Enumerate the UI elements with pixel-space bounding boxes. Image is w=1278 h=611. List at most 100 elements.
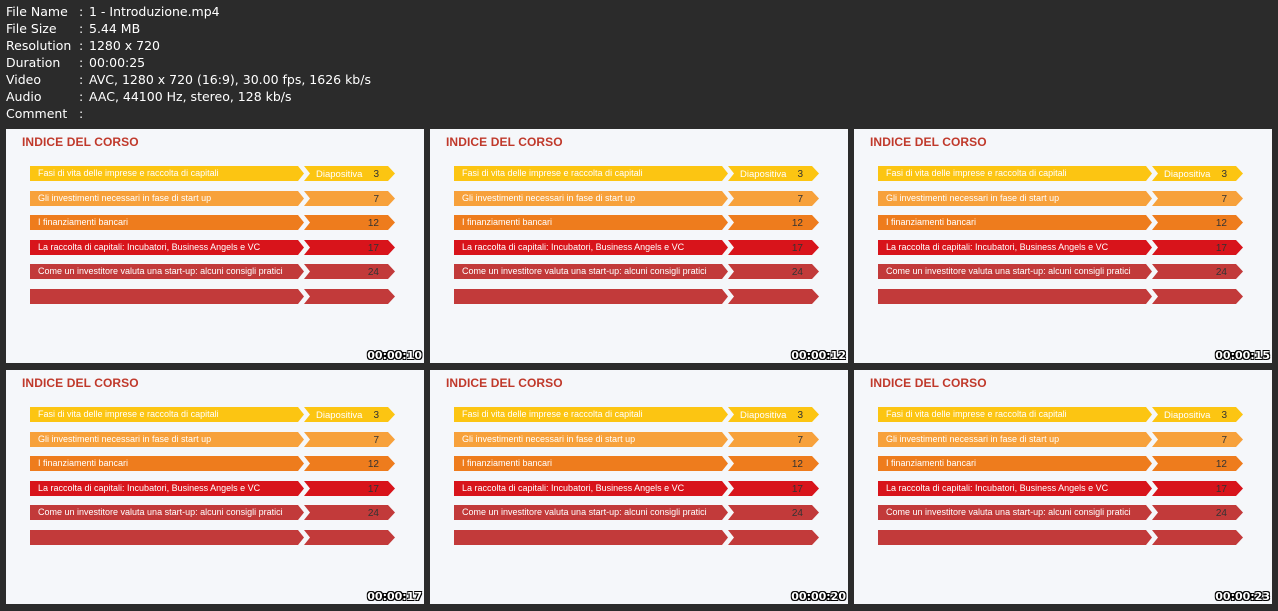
topic-bar: La raccolta di capitali: Incubatori, Bus… xyxy=(454,240,728,255)
slide-row: I finanziamenti bancari 12 xyxy=(30,215,400,230)
topic-label: La raccolta di capitali: Incubatori, Bus… xyxy=(462,242,685,252)
slide-title: INDICE DEL CORSO xyxy=(446,376,563,390)
info-value: 00:00:25 xyxy=(89,55,146,70)
info-row-file-name: File Name:1 - Introduzione.mp4 xyxy=(6,3,371,20)
topic-label: Fasi di vita delle imprese e raccolta di… xyxy=(886,168,1067,178)
topic-label: Come un investitore valuta una start-up:… xyxy=(38,266,283,276)
topic-bar: Fasi di vita delle imprese e raccolta di… xyxy=(30,166,304,181)
topic-label: Come un investitore valuta una start-up:… xyxy=(462,507,707,517)
slide-row: Gli investimenti necessari in fase di st… xyxy=(878,191,1248,206)
info-label: File Size xyxy=(6,21,57,36)
tab-header: Diapositiva xyxy=(316,410,363,421)
slide-number-tab: 12 xyxy=(304,215,395,230)
topic-bar: I finanziamenti bancari xyxy=(454,215,728,230)
slide-number-tab xyxy=(304,530,395,545)
slide-row: I finanziamenti bancari 12 xyxy=(878,215,1248,230)
slide-number-tab: 24 xyxy=(1152,505,1243,520)
slide-row: I finanziamenti bancari 12 xyxy=(454,456,824,471)
topic-bar: Come un investitore valuta una start-up:… xyxy=(878,264,1152,279)
slide-number: 3 xyxy=(373,410,379,421)
slide-number-tab: 7 xyxy=(1152,191,1243,206)
topic-label: I finanziamenti bancari xyxy=(462,217,553,227)
topic-label: Come un investitore valuta una start-up:… xyxy=(462,266,707,276)
tab-header: Diapositiva xyxy=(316,169,363,180)
slide-number: 17 xyxy=(1215,484,1227,495)
info-value: 1 - Introduzione.mp4 xyxy=(89,4,220,19)
slide-number-tab: 24 xyxy=(728,505,819,520)
slide-row: Gli investimenti necessari in fase di st… xyxy=(878,432,1248,447)
tab-header: Diapositiva xyxy=(1164,410,1211,421)
info-row-video: Video: AVC, 1280 x 720 (16:9), 30.00 fps,… xyxy=(6,71,371,88)
slide-number: 3 xyxy=(797,169,803,180)
slide-number-tab: Diapositiva 3 xyxy=(304,166,395,181)
slide-number-tab: 7 xyxy=(1152,432,1243,447)
slide-row: Gli investimenti necessari in fase di st… xyxy=(454,432,824,447)
video-thumbnail[interactable]: INDICE DEL CORSO Fasi di vita delle impre… xyxy=(430,129,848,363)
slide-row: Come un investitore valuta una start-up:… xyxy=(454,264,824,279)
topic-bar: I finanziamenti bancari xyxy=(878,456,1152,471)
info-row-resolution: Resolution:1280 x 720 xyxy=(6,37,371,54)
topic-label: La raccolta di capitali: Incubatori, Bus… xyxy=(462,483,685,493)
topic-bar: La raccolta di capitali: Incubatori, Bus… xyxy=(30,240,304,255)
topic-label: Gli investimenti necessari in fase di st… xyxy=(462,434,636,444)
slide-number: 7 xyxy=(373,194,379,205)
topic-label: Gli investimenti necessari in fase di st… xyxy=(886,434,1060,444)
slide-number-tab: 24 xyxy=(304,264,395,279)
info-label: Comment xyxy=(6,106,68,121)
info-value: 1280 x 720 xyxy=(89,38,161,53)
tab-header: Diapositiva xyxy=(740,410,787,421)
topic-bar: La raccolta di capitali: Incubatori, Bus… xyxy=(30,481,304,496)
topic-bar: Come un investitore valuta una start-up:… xyxy=(30,505,304,520)
topic-label: Fasi di vita delle imprese e raccolta di… xyxy=(38,168,219,178)
timestamp: 00:00:12 xyxy=(791,349,846,362)
slide-number: 7 xyxy=(1221,194,1227,205)
topic-bar: Come un investitore valuta una start-up:… xyxy=(454,264,728,279)
info-label: Video xyxy=(6,72,42,87)
slide-title: INDICE DEL CORSO xyxy=(870,376,987,390)
topic-bar xyxy=(454,289,728,304)
slide-number-tab: 17 xyxy=(728,481,819,496)
info-separator: : xyxy=(79,55,84,70)
topic-label: La raccolta di capitali: Incubatori, Bus… xyxy=(38,483,261,493)
slide-number: 24 xyxy=(1215,267,1227,278)
slide-row: La raccolta di capitali: Incubatori, Bus… xyxy=(878,240,1248,255)
topic-bar: Fasi di vita delle imprese e raccolta di… xyxy=(878,407,1152,422)
slide-number-tab: Diapositiva 3 xyxy=(1152,407,1243,422)
video-thumbnail[interactable]: INDICE DEL CORSO Fasi di vita delle impre… xyxy=(6,370,424,604)
topic-label: I finanziamenti bancari xyxy=(886,458,977,468)
tab-header: Diapositiva xyxy=(1164,169,1211,180)
topic-label: I finanziamenti bancari xyxy=(38,458,129,468)
slide-number: 3 xyxy=(1221,169,1227,180)
topic-bar: Gli investimenti necessari in fase di st… xyxy=(30,432,304,447)
slide-row: Fasi di vita delle imprese e raccolta di… xyxy=(454,407,824,422)
slide-row: La raccolta di capitali: Incubatori, Bus… xyxy=(878,481,1248,496)
slide-number: 12 xyxy=(367,218,379,229)
topic-label: Gli investimenti necessari in fase di st… xyxy=(38,193,212,203)
slide-row: I finanziamenti bancari 12 xyxy=(30,456,400,471)
slide-number: 24 xyxy=(367,508,379,519)
topic-label: La raccolta di capitali: Incubatori, Bus… xyxy=(886,483,1109,493)
slide-number-tab: 12 xyxy=(304,456,395,471)
slide-number: 17 xyxy=(791,243,803,254)
slide-row xyxy=(30,530,400,545)
slide-row: La raccolta di capitali: Incubatori, Bus… xyxy=(30,240,400,255)
slide-row: Fasi di vita delle imprese e raccolta di… xyxy=(878,407,1248,422)
thumbnail-grid: INDICE DEL CORSO Fasi di vita delle impre… xyxy=(0,129,1278,611)
slide-number: 24 xyxy=(791,508,803,519)
slide-number-tab: 12 xyxy=(728,456,819,471)
topic-bar: Come un investitore valuta una start-up:… xyxy=(30,264,304,279)
slide-number: 12 xyxy=(367,459,379,470)
video-thumbnail[interactable]: INDICE DEL CORSO Fasi di vita delle impre… xyxy=(854,129,1272,363)
slide-row: La raccolta di capitali: Incubatori, Bus… xyxy=(454,240,824,255)
video-thumbnail[interactable]: INDICE DEL CORSO Fasi di vita delle impre… xyxy=(430,370,848,604)
info-label: Resolution xyxy=(6,38,72,53)
slide-number-tab: 7 xyxy=(728,191,819,206)
info-label: Audio xyxy=(6,89,42,104)
slide-number-tab: 17 xyxy=(304,481,395,496)
video-thumbnail[interactable]: INDICE DEL CORSO Fasi di vita delle impre… xyxy=(6,129,424,363)
video-thumbnail[interactable]: INDICE DEL CORSO Fasi di vita delle impre… xyxy=(854,370,1272,604)
topic-bar xyxy=(30,289,304,304)
slide-row: Fasi di vita delle imprese e raccolta di… xyxy=(454,166,824,181)
info-value: AVC, 1280 x 720 (16:9), 30.00 fps, 1626 … xyxy=(89,72,371,87)
info-separator: : xyxy=(79,106,84,121)
